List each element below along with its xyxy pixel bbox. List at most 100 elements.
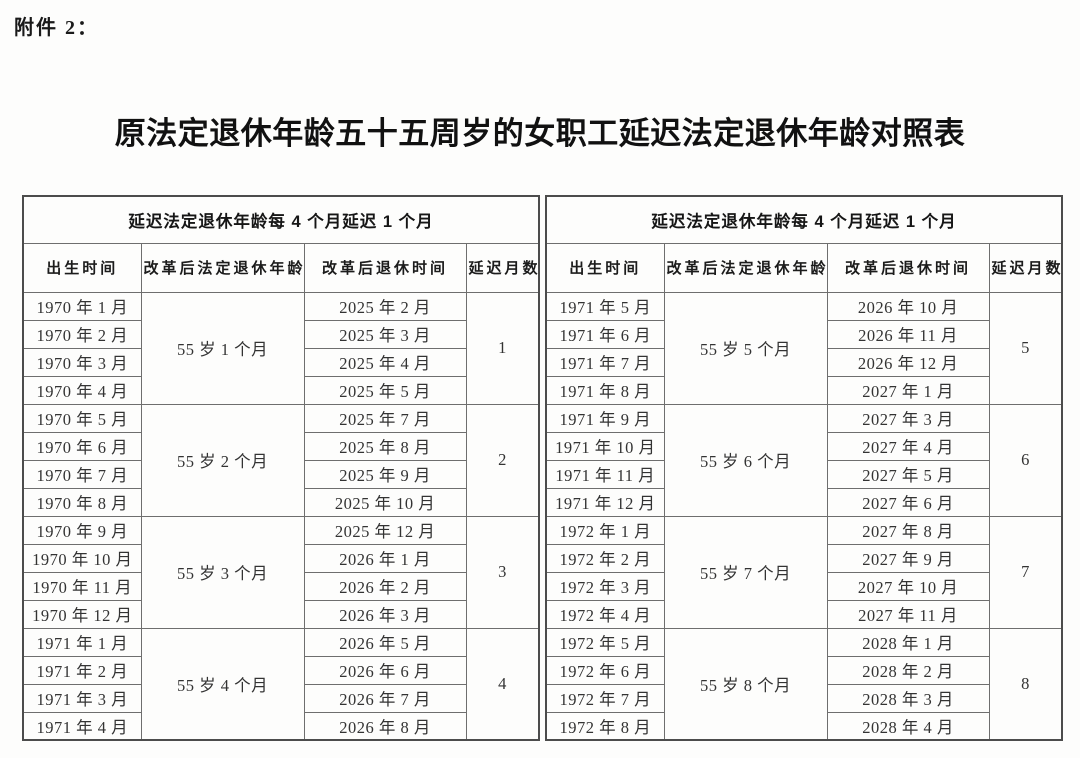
retirement-date-cell: 2025 年 4 月 (303, 347, 467, 377)
retirement-date-cell: 2026 年 8 月 (303, 711, 467, 741)
column-header-0: 出生时间 (545, 242, 665, 293)
birth-month-cell: 1971 年 3 月 (22, 683, 142, 713)
table-row: 1972 年 8 月 2028 年 4 月 (545, 711, 1062, 741)
retirement-date-cell: 2026 年 5 月 (303, 627, 467, 657)
birth-month-cell: 1970 年 11 月 (22, 571, 142, 601)
retirement-date-cell: 2026 年 11 月 (826, 319, 990, 349)
retirement-age-cell: 55 岁 4 个月 (140, 627, 305, 741)
table-row: 1972 年 6 月 2028 年 2 月 (545, 655, 1062, 685)
birth-month-cell: 1972 年 7 月 (545, 683, 665, 713)
retirement-age-cell: 55 岁 1 个月 (140, 291, 305, 405)
retirement-date-cell: 2026 年 3 月 (303, 599, 467, 629)
retirement-date-cell: 2025 年 8 月 (303, 431, 467, 461)
birth-month-cell: 1972 年 8 月 (545, 711, 665, 741)
table-row: 1972 年 7 月 2028 年 3 月 (545, 683, 1062, 713)
table-row: 1970 年 10 月 2026 年 1 月 (22, 543, 539, 573)
table-row: 1972 年 3 月 2027 年 10 月 (545, 571, 1062, 601)
delay-months-cell: 5 (988, 291, 1063, 405)
retirement-date-cell: 2027 年 10 月 (826, 571, 990, 601)
birth-month-cell: 1971 年 11 月 (545, 459, 665, 489)
column-header-0: 出生时间 (22, 242, 142, 293)
retirement-age-cell: 55 岁 2 个月 (140, 403, 305, 517)
birth-month-cell: 1971 年 6 月 (545, 319, 665, 349)
retirement-date-cell: 2025 年 5 月 (303, 375, 467, 405)
retirement-table-left: 延迟法定退休年龄每 4 个月延迟 1 个月 出生时间 改革后法定退休年龄 改革后退休时… (22, 195, 541, 741)
retirement-date-cell: 2028 年 1 月 (826, 627, 990, 657)
table-group-header: 延迟法定退休年龄每 4 个月延迟 1 个月 (22, 195, 540, 244)
retirement-table-right: 延迟法定退休年龄每 4 个月延迟 1 个月 出生时间 改革后法定退休年龄 改革后退休时… (545, 195, 1064, 741)
birth-month-cell: 1972 年 4 月 (545, 599, 665, 629)
birth-month-cell: 1971 年 1 月 (22, 627, 142, 657)
birth-month-cell: 1970 年 8 月 (22, 487, 142, 517)
retirement-date-cell: 2026 年 12 月 (826, 347, 990, 377)
delay-months-cell: 6 (988, 403, 1063, 517)
retirement-date-cell: 2026 年 6 月 (303, 655, 467, 685)
retirement-date-cell: 2025 年 9 月 (303, 459, 467, 489)
birth-month-cell: 1970 年 5 月 (22, 403, 142, 433)
retirement-age-cell: 55 岁 3 个月 (140, 515, 305, 629)
delay-months-cell: 7 (988, 515, 1063, 629)
retirement-date-cell: 2027 年 5 月 (826, 459, 990, 489)
table-row: 1970 年 3 月 2025 年 4 月 (22, 347, 539, 377)
birth-month-cell: 1972 年 3 月 (545, 571, 665, 601)
retirement-date-cell: 2025 年 2 月 (303, 291, 467, 321)
birth-month-cell: 1971 年 12 月 (545, 487, 665, 517)
retirement-date-cell: 2027 年 3 月 (826, 403, 990, 433)
retirement-date-cell: 2025 年 7 月 (303, 403, 467, 433)
table-row: 1971 年 8 月 2027 年 1 月 (545, 375, 1062, 405)
retirement-date-cell: 2028 年 4 月 (826, 711, 990, 741)
birth-month-cell: 1970 年 10 月 (22, 543, 142, 573)
table-row: 1971 年 11 月 2027 年 5 月 (545, 459, 1062, 489)
birth-month-cell: 1972 年 1 月 (545, 515, 665, 545)
retirement-date-cell: 2027 年 8 月 (826, 515, 990, 545)
table-row: 1970 年 6 月 2025 年 8 月 (22, 431, 539, 461)
table-row: 1970 年 11 月 2026 年 2 月 (22, 571, 539, 601)
column-header-2: 改革后退休时间 (303, 242, 467, 293)
birth-month-cell: 1970 年 3 月 (22, 347, 142, 377)
birth-month-cell: 1971 年 4 月 (22, 711, 142, 741)
retirement-date-cell: 2026 年 1 月 (303, 543, 467, 573)
retirement-date-cell: 2028 年 3 月 (826, 683, 990, 713)
retirement-date-cell: 2028 年 2 月 (826, 655, 990, 685)
birth-month-cell: 1970 年 9 月 (22, 515, 142, 545)
birth-month-cell: 1971 年 5 月 (545, 291, 665, 321)
page-title: 原法定退休年龄五十五周岁的女职工延迟法定退休年龄对照表 (114, 116, 966, 151)
birth-month-cell: 1970 年 12 月 (22, 599, 142, 629)
retirement-date-cell: 2026 年 2 月 (303, 571, 467, 601)
comparison-tables: 延迟法定退休年龄每 4 个月延迟 1 个月 出生时间 改革后法定退休年龄 改革后退休时… (22, 195, 1064, 741)
table-row: 1970 年 8 月 2025 年 10 月 (22, 487, 539, 517)
birth-month-cell: 1970 年 7 月 (22, 459, 142, 489)
column-header-3: 延迟月数 (988, 242, 1063, 293)
retirement-date-cell: 2027 年 6 月 (826, 487, 990, 517)
retirement-date-cell: 2025 年 10 月 (303, 487, 467, 517)
birth-month-cell: 1971 年 10 月 (545, 431, 665, 461)
table-row: 1971 年 4 月 2026 年 8 月 (22, 711, 539, 741)
birth-month-cell: 1971 年 7 月 (545, 347, 665, 377)
delay-months-cell: 8 (988, 627, 1063, 741)
column-header-1: 改革后法定退休年龄 (140, 242, 305, 293)
column-header-1: 改革后法定退休年龄 (663, 242, 828, 293)
delay-months-cell: 4 (465, 627, 540, 741)
retirement-date-cell: 2027 年 9 月 (826, 543, 990, 573)
retirement-date-cell: 2027 年 4 月 (826, 431, 990, 461)
birth-month-cell: 1970 年 6 月 (22, 431, 142, 461)
retirement-date-cell: 2027 年 1 月 (826, 375, 990, 405)
birth-month-cell: 1972 年 2 月 (545, 543, 665, 573)
attachment-label: 附件 2： (14, 17, 99, 39)
retirement-date-cell: 2025 年 3 月 (303, 319, 467, 349)
table-row: 1971 年 2 月 2026 年 6 月 (22, 655, 539, 685)
delay-months-cell: 3 (465, 515, 540, 629)
table-row: 1970 年 7 月 2025 年 9 月 (22, 459, 539, 489)
birth-month-cell: 1971 年 2 月 (22, 655, 142, 685)
column-header-2: 改革后退休时间 (826, 242, 990, 293)
birth-month-cell: 1972 年 6 月 (545, 655, 665, 685)
birth-month-cell: 1970 年 4 月 (22, 375, 142, 405)
retirement-date-cell: 2026 年 7 月 (303, 683, 467, 713)
table-group-header: 延迟法定退休年龄每 4 个月延迟 1 个月 (545, 195, 1063, 244)
retirement-date-cell: 2025 年 12 月 (303, 515, 467, 545)
birth-month-cell: 1971 年 8 月 (545, 375, 665, 405)
